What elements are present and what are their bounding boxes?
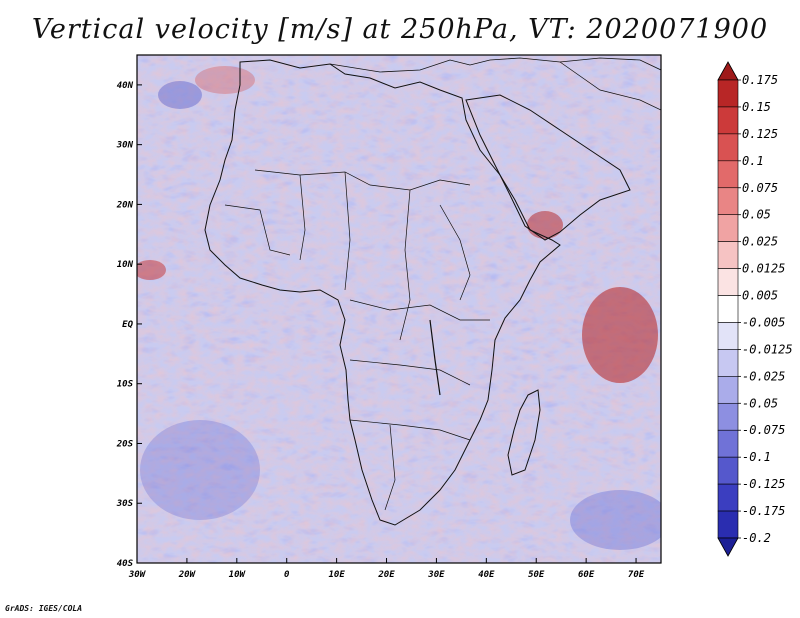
lon-tick-label: 10E bbox=[328, 570, 345, 580]
lon-tick-label: 50E bbox=[528, 570, 545, 580]
colorbar-swatch bbox=[717, 322, 739, 350]
colorbar-swatch bbox=[717, 268, 739, 296]
longitude-axis: 30W 20W 10W 0 10E 20E 30E 40E 50E 60E 70E bbox=[128, 558, 645, 580]
lat-tick-label: 10N bbox=[117, 260, 134, 270]
grads-credit: GrADS: IGES/COLA bbox=[5, 604, 83, 613]
colorbar-swatch bbox=[717, 349, 739, 377]
lat-tick-label: 20S bbox=[116, 439, 134, 449]
colorbar-swatch bbox=[717, 214, 739, 242]
colorbar-label: 0.005 bbox=[742, 289, 778, 303]
lat-tick-label: 30N bbox=[116, 141, 134, 151]
colorbar-swatch bbox=[717, 402, 739, 431]
colorbar-label: -0.05 bbox=[742, 396, 778, 410]
africa-coastline bbox=[204, 59, 561, 526]
colorbar-label: 0.125 bbox=[742, 127, 778, 141]
colorbar-label: -0.2 bbox=[742, 531, 771, 545]
colorbar-bottom-arrow bbox=[717, 537, 739, 557]
colorbar-swatch bbox=[717, 510, 739, 539]
colorbar-label: -0.1 bbox=[742, 450, 771, 464]
lat-tick-label: EQ bbox=[122, 320, 133, 330]
lat-tick-label: 40N bbox=[117, 81, 134, 91]
colorbar-top-arrow bbox=[717, 61, 739, 81]
colorbar-label: 0.175 bbox=[742, 73, 778, 87]
lon-tick-label: 0 bbox=[284, 570, 290, 580]
colorbar: 0.175 0.15 0.125 0.1 0.075 0.05 0.025 0.0125 0.0… bbox=[717, 61, 793, 557]
colorbar-label: 0.025 bbox=[742, 235, 778, 249]
colorbar-label: 0.075 bbox=[742, 181, 778, 195]
lon-tick-label: 30E bbox=[427, 570, 445, 580]
map-title: Vertical velocity [m/s] at 250hPa, VT: 2… bbox=[31, 14, 769, 45]
velocity-field bbox=[137, 55, 661, 563]
coastlines-and-borders bbox=[204, 57, 661, 526]
latitude-axis: 40N 30N 20N 10N EQ 10S 20S 30S 40S bbox=[116, 81, 142, 569]
lon-tick-label: 20E bbox=[377, 570, 395, 580]
colorbar-label: 0.15 bbox=[742, 100, 771, 114]
colorbar-label: -0.005 bbox=[742, 315, 785, 329]
lon-tick-label: 10W bbox=[229, 570, 247, 580]
colorbar-label: -0.075 bbox=[742, 423, 785, 437]
colorbar-swatch bbox=[717, 429, 739, 458]
colorbar-swatch bbox=[717, 456, 739, 485]
colorbar-swatch bbox=[717, 483, 739, 512]
colorbar-label: 0.05 bbox=[742, 208, 771, 222]
colorbar-label: -0.125 bbox=[742, 477, 785, 491]
colorbar-swatch bbox=[717, 295, 739, 323]
colorbar-swatch bbox=[717, 160, 739, 189]
lon-tick-label: 60E bbox=[578, 570, 595, 580]
lon-tick-label: 30W bbox=[128, 570, 147, 580]
lon-tick-label: 70E bbox=[628, 570, 645, 580]
colorbar-swatch bbox=[717, 133, 739, 162]
colorbar-swatch bbox=[717, 241, 739, 269]
plot-frame bbox=[136, 54, 662, 564]
arabian-peninsula bbox=[465, 94, 631, 241]
lat-tick-label: 10S bbox=[117, 380, 134, 390]
colorbar-label: -0.0125 bbox=[742, 342, 793, 356]
colorbar-label: -0.175 bbox=[742, 504, 785, 518]
colorbar-swatch bbox=[717, 187, 739, 216]
lat-tick-label: 30S bbox=[116, 499, 134, 509]
lon-tick-label: 20W bbox=[178, 570, 197, 580]
lon-tick-label: 40E bbox=[478, 570, 495, 580]
colorbar-swatch bbox=[717, 79, 739, 108]
colorbar-label: 0.0125 bbox=[742, 262, 785, 276]
colorbar-swatch bbox=[717, 106, 739, 135]
madagascar bbox=[507, 389, 541, 476]
lat-tick-label: 40S bbox=[117, 559, 134, 569]
lat-tick-label: 20N bbox=[116, 200, 134, 210]
colorbar-label: 0.1 bbox=[742, 154, 764, 168]
colorbar-label: -0.025 bbox=[742, 369, 785, 383]
colorbar-swatch bbox=[717, 376, 739, 404]
